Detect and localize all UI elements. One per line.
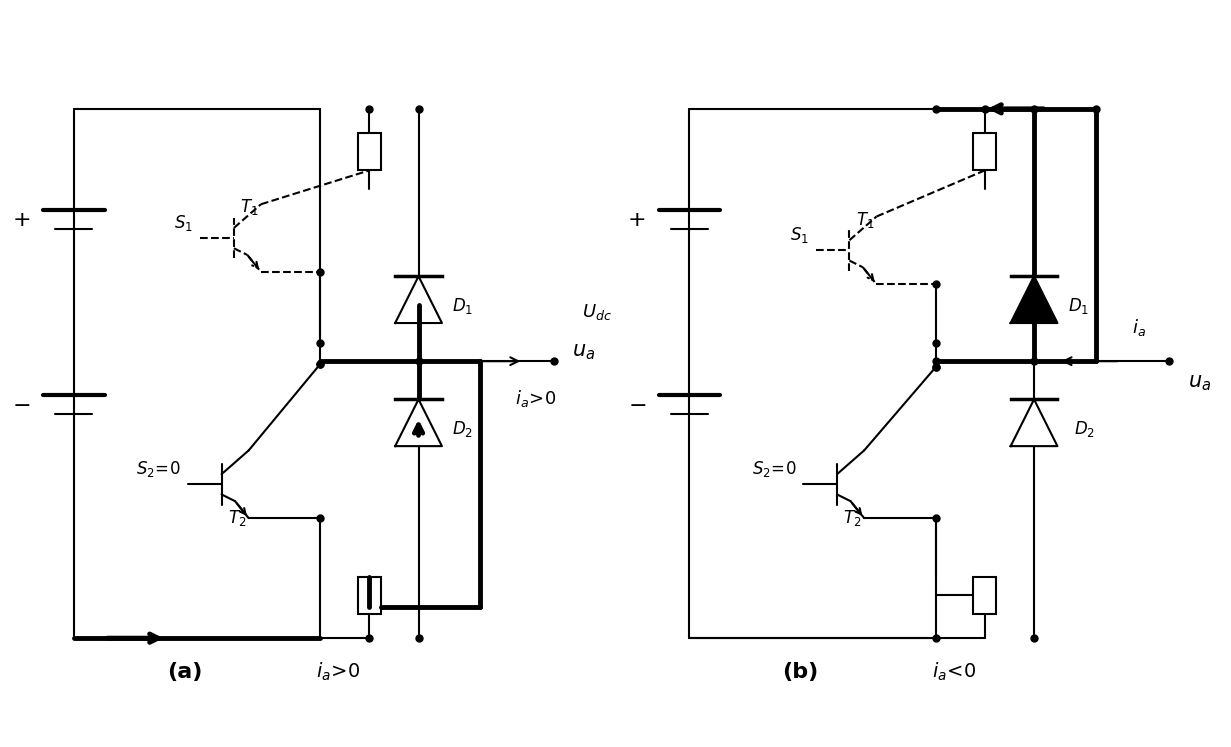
Polygon shape (1011, 276, 1057, 323)
Text: +: + (12, 210, 31, 229)
Text: $T_2$: $T_2$ (843, 508, 862, 528)
Polygon shape (395, 276, 442, 323)
Text: $U_{dc}$: $U_{dc}$ (582, 302, 612, 322)
Bar (972, 577, 997, 613)
Text: $i_a$: $i_a$ (1131, 317, 1146, 338)
Text: $S_1$: $S_1$ (175, 213, 193, 233)
Text: (a): (a) (167, 662, 202, 682)
Text: $S_1$: $S_1$ (790, 225, 809, 245)
Text: $T_1$: $T_1$ (856, 210, 874, 229)
Text: +: + (628, 210, 646, 229)
Polygon shape (1011, 400, 1057, 446)
Text: $u_a$: $u_a$ (572, 342, 596, 362)
Text: $D_2$: $D_2$ (453, 419, 474, 439)
Bar (972, 134, 997, 170)
Bar (357, 577, 382, 613)
Text: $i_a\!>\!0$: $i_a\!>\!0$ (515, 388, 556, 409)
Text: $-$: $-$ (12, 394, 31, 415)
Text: $D_2$: $D_2$ (1073, 419, 1096, 439)
Text: $-$: $-$ (628, 394, 646, 415)
Text: (b): (b) (782, 662, 819, 682)
Text: $D_1$: $D_1$ (453, 296, 474, 316)
Text: $i_a\!>\!0$: $i_a\!>\!0$ (316, 661, 361, 684)
Text: $i_a\!<\!0$: $i_a\!<\!0$ (932, 661, 976, 684)
Text: $T_1$: $T_1$ (240, 197, 259, 217)
Text: $S_2\!=\!0$: $S_2\!=\!0$ (752, 459, 796, 479)
Text: $T_2$: $T_2$ (228, 508, 246, 528)
Text: $D_1$: $D_1$ (1067, 296, 1089, 316)
Text: $u_a$: $u_a$ (1188, 373, 1211, 393)
Bar (357, 134, 382, 170)
Polygon shape (395, 400, 442, 446)
Text: $S_2\!=\!0$: $S_2\!=\!0$ (137, 459, 181, 479)
